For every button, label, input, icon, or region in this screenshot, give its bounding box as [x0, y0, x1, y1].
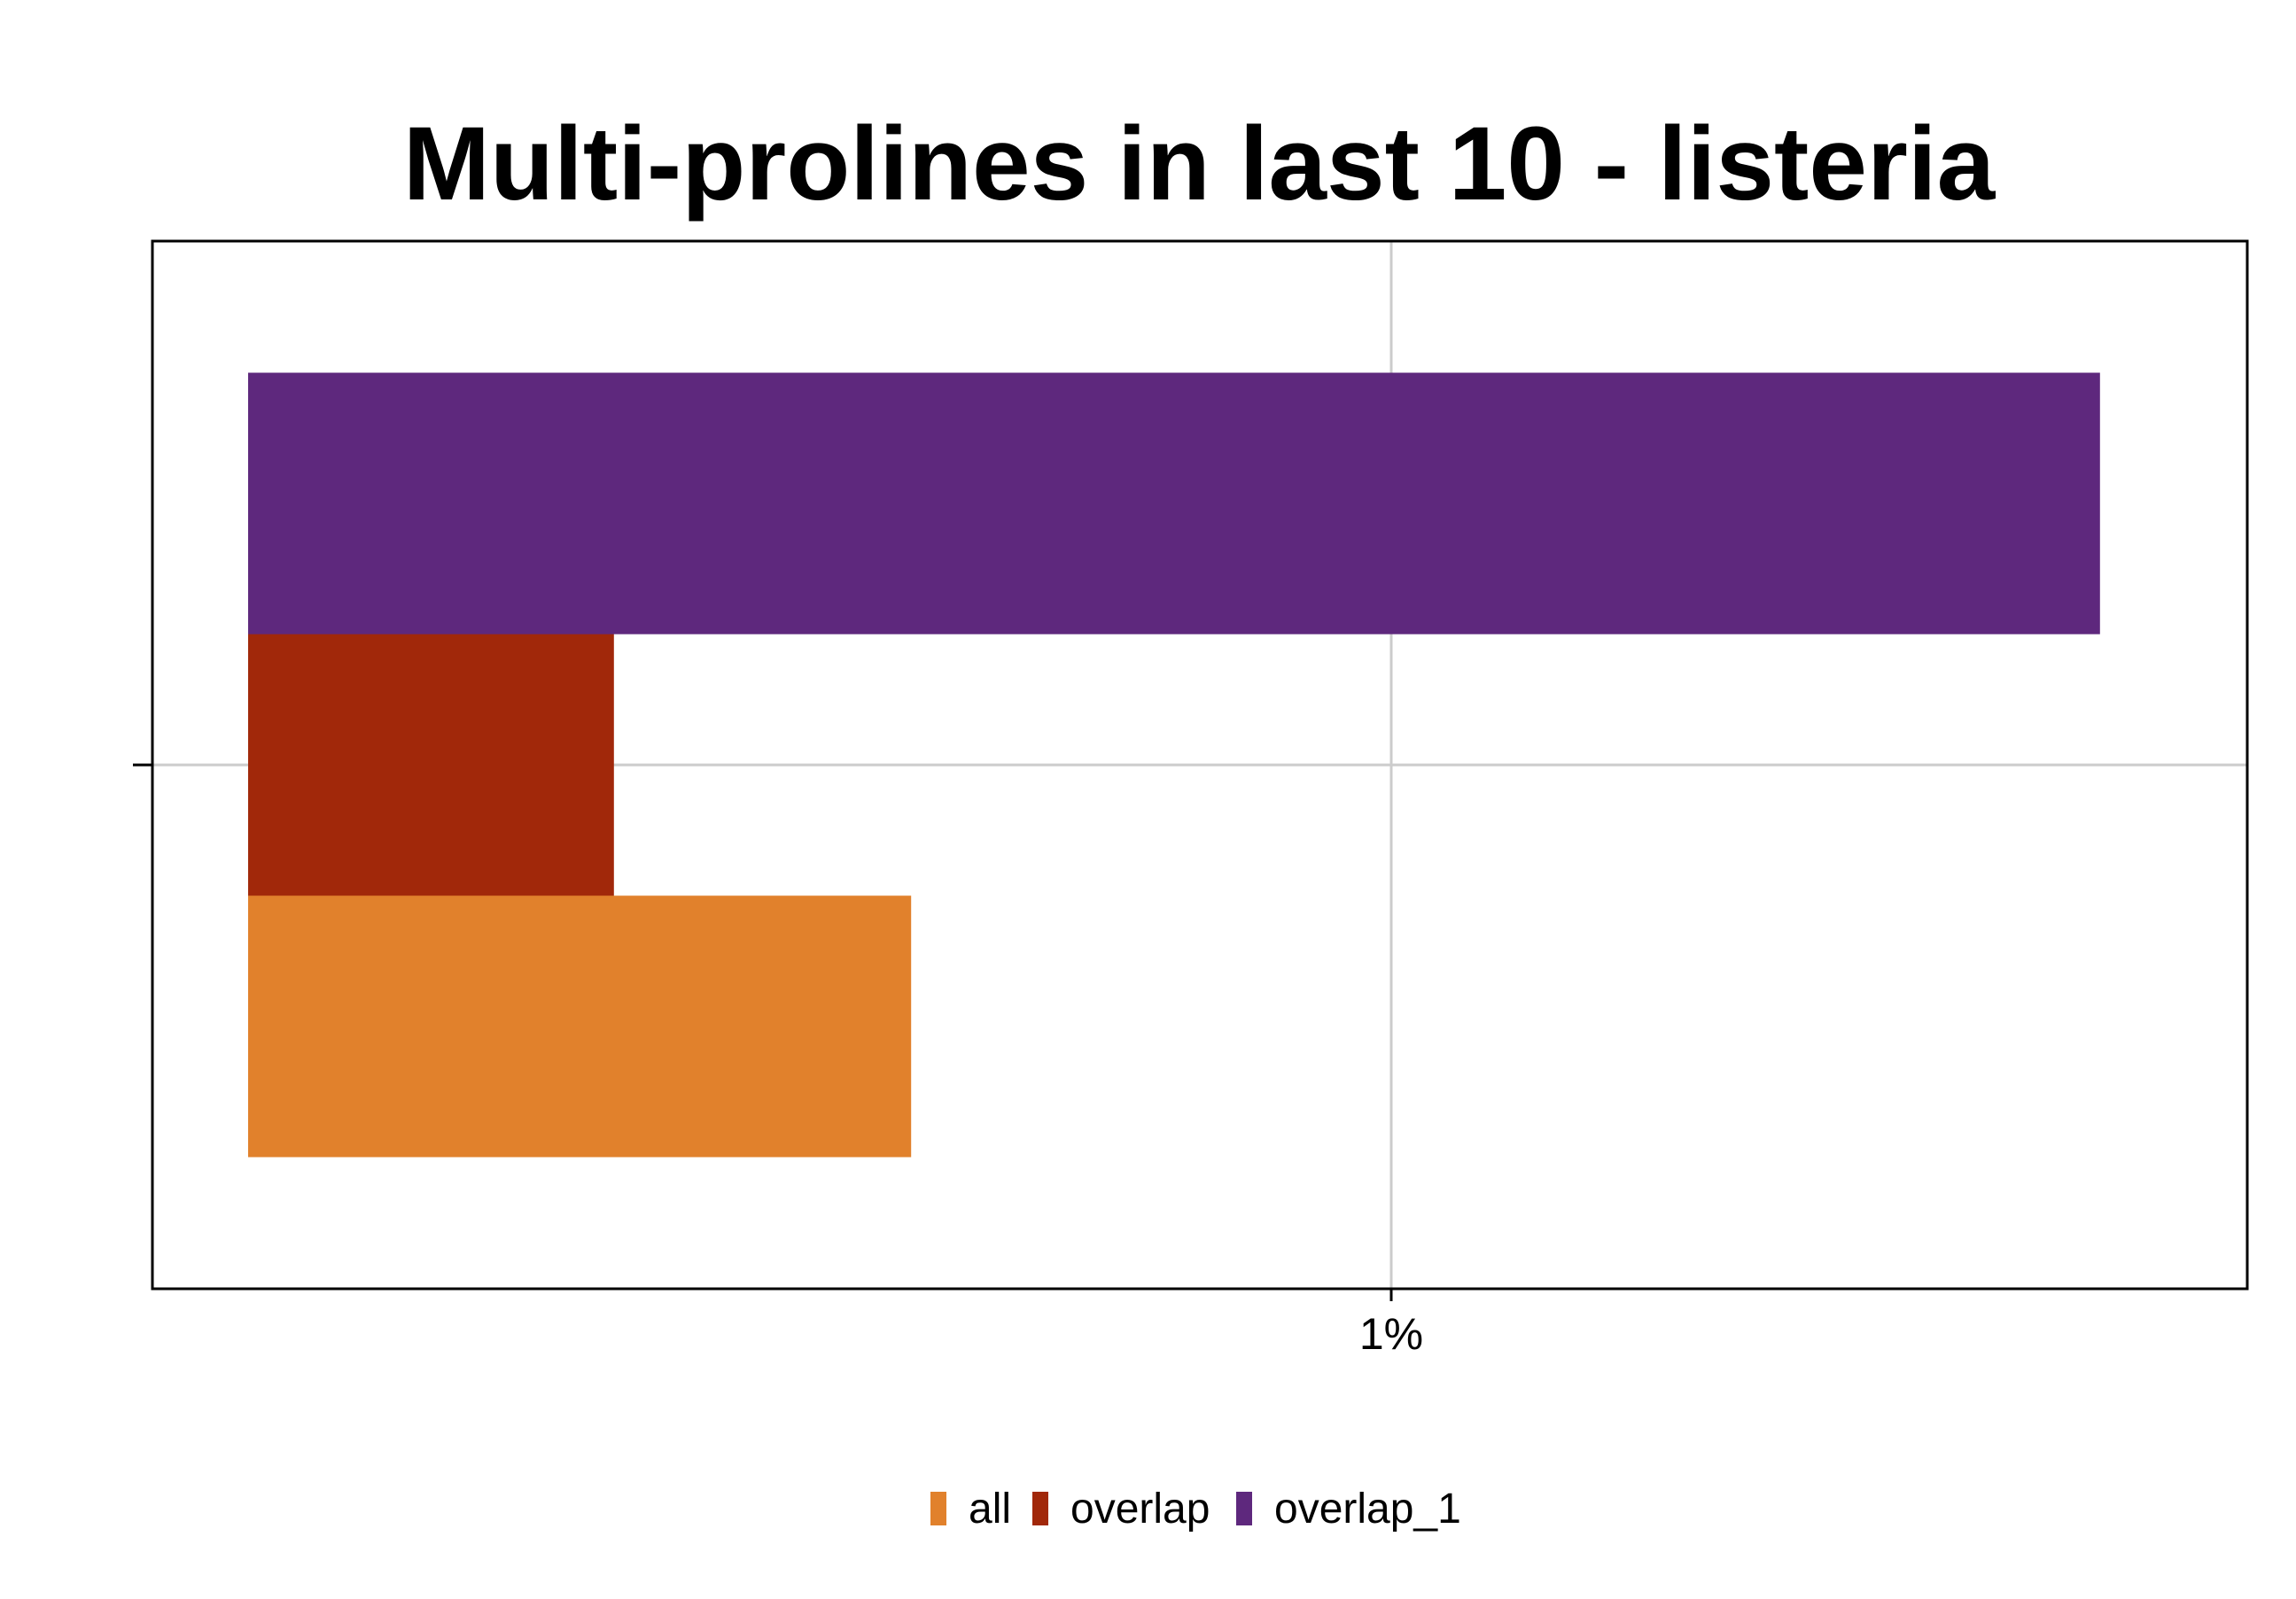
- legend-swatch: [930, 1492, 946, 1525]
- legend-swatch: [1236, 1492, 1252, 1525]
- legend-item-overlap: overlap: [1032, 1486, 1210, 1533]
- bars: [248, 372, 2100, 1158]
- legend-swatch: [1032, 1492, 1048, 1525]
- legend: all overlap overlap_1: [930, 1486, 1461, 1533]
- chart-title: Multi-prolines in last 10 - listeria: [403, 105, 1996, 222]
- bar-overlap: [248, 634, 614, 896]
- legend-label: overlap: [1070, 1486, 1210, 1533]
- bar-overlap-1: [248, 372, 2100, 635]
- bar-all: [248, 895, 912, 1158]
- legend-label: overlap_1: [1274, 1486, 1461, 1533]
- axes: 1%: [133, 763, 1423, 1359]
- x-tick-label: 1%: [1359, 1309, 1423, 1359]
- legend-item-all: all: [930, 1486, 1011, 1533]
- legend-item-overlap-1: overlap_1: [1236, 1486, 1461, 1533]
- legend-label: all: [969, 1486, 1011, 1533]
